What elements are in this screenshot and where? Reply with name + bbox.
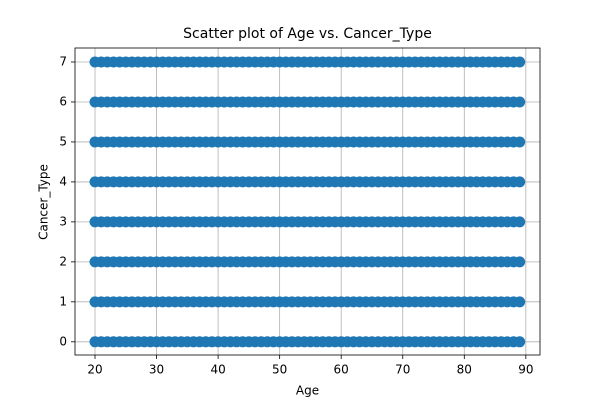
x-tick-label: 20 — [87, 363, 102, 377]
point — [514, 56, 526, 68]
point — [514, 136, 526, 148]
y-tick-label: 3 — [59, 214, 67, 228]
y-tick-label: 7 — [59, 54, 67, 68]
y-tick-label: 6 — [59, 94, 67, 108]
point — [514, 296, 526, 308]
x-tick-label: 60 — [334, 363, 349, 377]
x-tick-label: 50 — [272, 363, 287, 377]
y-tick-label: 2 — [59, 254, 67, 268]
y-tick-label: 0 — [59, 334, 67, 348]
x-tick-label: 40 — [210, 363, 225, 377]
y-tick-label: 4 — [59, 174, 67, 188]
point — [514, 256, 526, 268]
y-tick-label: 1 — [59, 294, 67, 308]
point — [514, 96, 526, 108]
x-tick-label: 90 — [518, 363, 533, 377]
point — [514, 176, 526, 188]
x-axis-label: Age — [296, 384, 319, 398]
chart-title: Scatter plot of Age vs. Cancer_Type — [183, 26, 432, 42]
x-tick-label: 70 — [395, 363, 410, 377]
y-tick-label: 5 — [59, 134, 67, 148]
point — [514, 336, 526, 348]
x-tick-label: 30 — [149, 363, 164, 377]
point — [514, 216, 526, 228]
x-tick-label: 80 — [457, 363, 472, 377]
y-axis-label: Cancer_Type — [37, 164, 51, 240]
plot-frame — [74, 47, 541, 356]
